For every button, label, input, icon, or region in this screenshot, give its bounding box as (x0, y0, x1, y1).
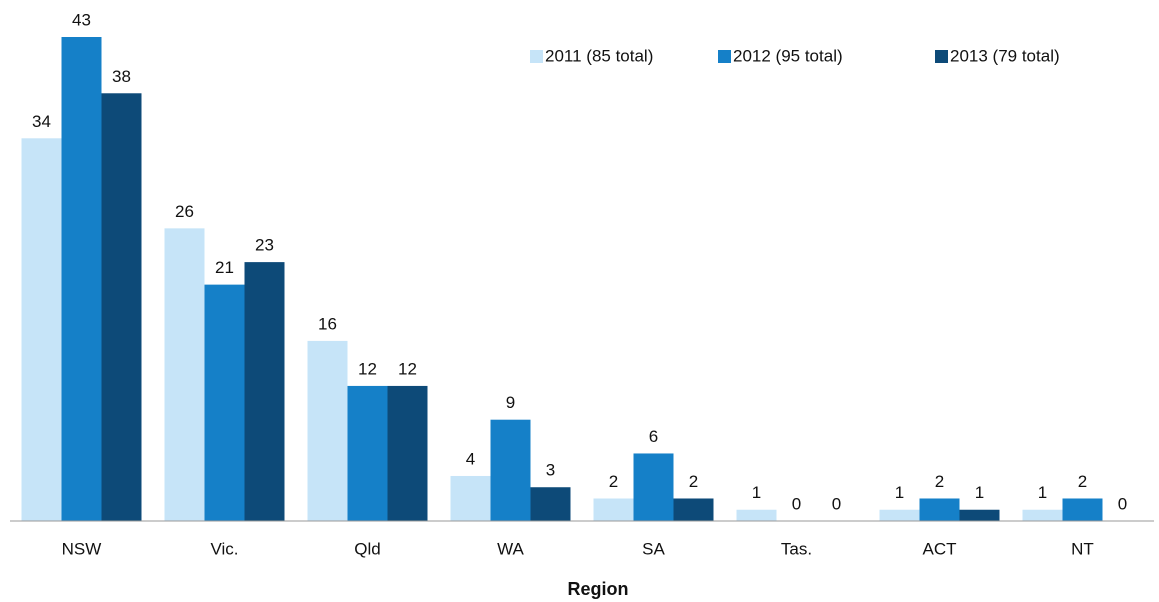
data-label: 34 (32, 112, 51, 131)
bar (204, 284, 245, 521)
bar (101, 93, 142, 522)
data-label: 12 (398, 359, 417, 378)
bar (593, 498, 634, 521)
x-tick-label: Tas. (781, 539, 812, 558)
bar (21, 138, 62, 522)
data-label: 2 (689, 472, 698, 491)
x-axis-title: Region (568, 579, 629, 599)
data-label: 9 (506, 393, 515, 412)
data-label: 1 (975, 483, 984, 502)
bar (387, 385, 428, 521)
data-label: 1 (1038, 483, 1047, 502)
data-label: 3 (546, 461, 555, 480)
bar (347, 385, 388, 521)
data-label: 4 (466, 449, 475, 468)
x-tick-label: Qld (354, 539, 380, 558)
legend-swatch (935, 50, 948, 63)
x-tick-label: WA (497, 539, 524, 558)
data-label: 2 (935, 472, 944, 491)
bar (244, 262, 285, 521)
bar (164, 228, 205, 522)
data-label: 26 (175, 202, 194, 221)
data-label: 1 (752, 483, 761, 502)
bar (1022, 509, 1063, 521)
bar (450, 475, 491, 521)
bar (633, 453, 674, 521)
bar (673, 498, 714, 521)
data-label: 16 (318, 314, 337, 333)
bar (959, 509, 1000, 521)
data-label: 38 (112, 67, 131, 86)
bar (530, 487, 571, 521)
data-label: 0 (1118, 494, 1127, 513)
bar (61, 37, 102, 521)
legend-swatch (530, 50, 543, 63)
bar (879, 509, 920, 521)
bar (307, 340, 348, 521)
legend-swatch (718, 50, 731, 63)
x-tick-label: Vic. (210, 539, 238, 558)
data-label: 43 (72, 10, 91, 29)
bar (490, 419, 531, 521)
data-label: 0 (832, 494, 841, 513)
data-label: 0 (792, 494, 801, 513)
bar (919, 498, 960, 521)
data-label: 23 (255, 236, 274, 255)
legend-label: 2011 (85 total) (545, 46, 653, 65)
legend-label: 2012 (95 total) (733, 46, 843, 65)
bar (736, 509, 777, 521)
data-label: 2 (1078, 472, 1087, 491)
data-label: 6 (649, 427, 658, 446)
data-label: 21 (215, 258, 234, 277)
x-tick-label: ACT (923, 539, 957, 558)
bar (1062, 498, 1103, 521)
legend-label: 2013 (79 total) (950, 46, 1060, 65)
x-tick-label: NT (1071, 539, 1094, 558)
data-label: 1 (895, 483, 904, 502)
data-label: 12 (358, 359, 377, 378)
x-tick-label: SA (642, 539, 665, 558)
data-label: 2 (609, 472, 618, 491)
x-tick-label: NSW (62, 539, 102, 558)
